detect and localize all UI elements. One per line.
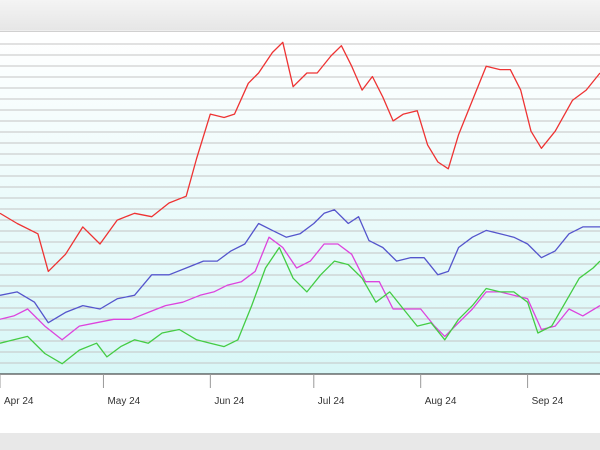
x-tick-label: Jun 24 [214, 396, 244, 407]
series-line-1 [0, 41, 600, 273]
x-axis: Apr 24 May 24 Jun 24 Jul 24 Aug 24 Sep 24 [0, 374, 564, 407]
series-lines [0, 41, 600, 365]
x-tick-label: May 24 [107, 396, 140, 407]
line-chart: Apr 24 May 24 Jun 24 Jul 24 Aug 24 Sep 24 [0, 32, 600, 407]
x-tick-label: Aug 24 [425, 396, 457, 407]
x-tick-label: Jul 24 [318, 396, 345, 407]
series-line-2 [0, 209, 600, 324]
x-tick-label: Apr 24 [4, 396, 34, 407]
x-tick-label: Sep 24 [532, 396, 564, 407]
chart-panel: Apr 24 May 24 Jun 24 Jul 24 Aug 24 Sep 24 [0, 31, 600, 434]
top-toolbar [0, 0, 600, 30]
series-line-4 [0, 246, 600, 365]
grid-lines [0, 43, 600, 364]
bottom-scroll-area [0, 433, 600, 450]
plot-area [0, 32, 600, 374]
